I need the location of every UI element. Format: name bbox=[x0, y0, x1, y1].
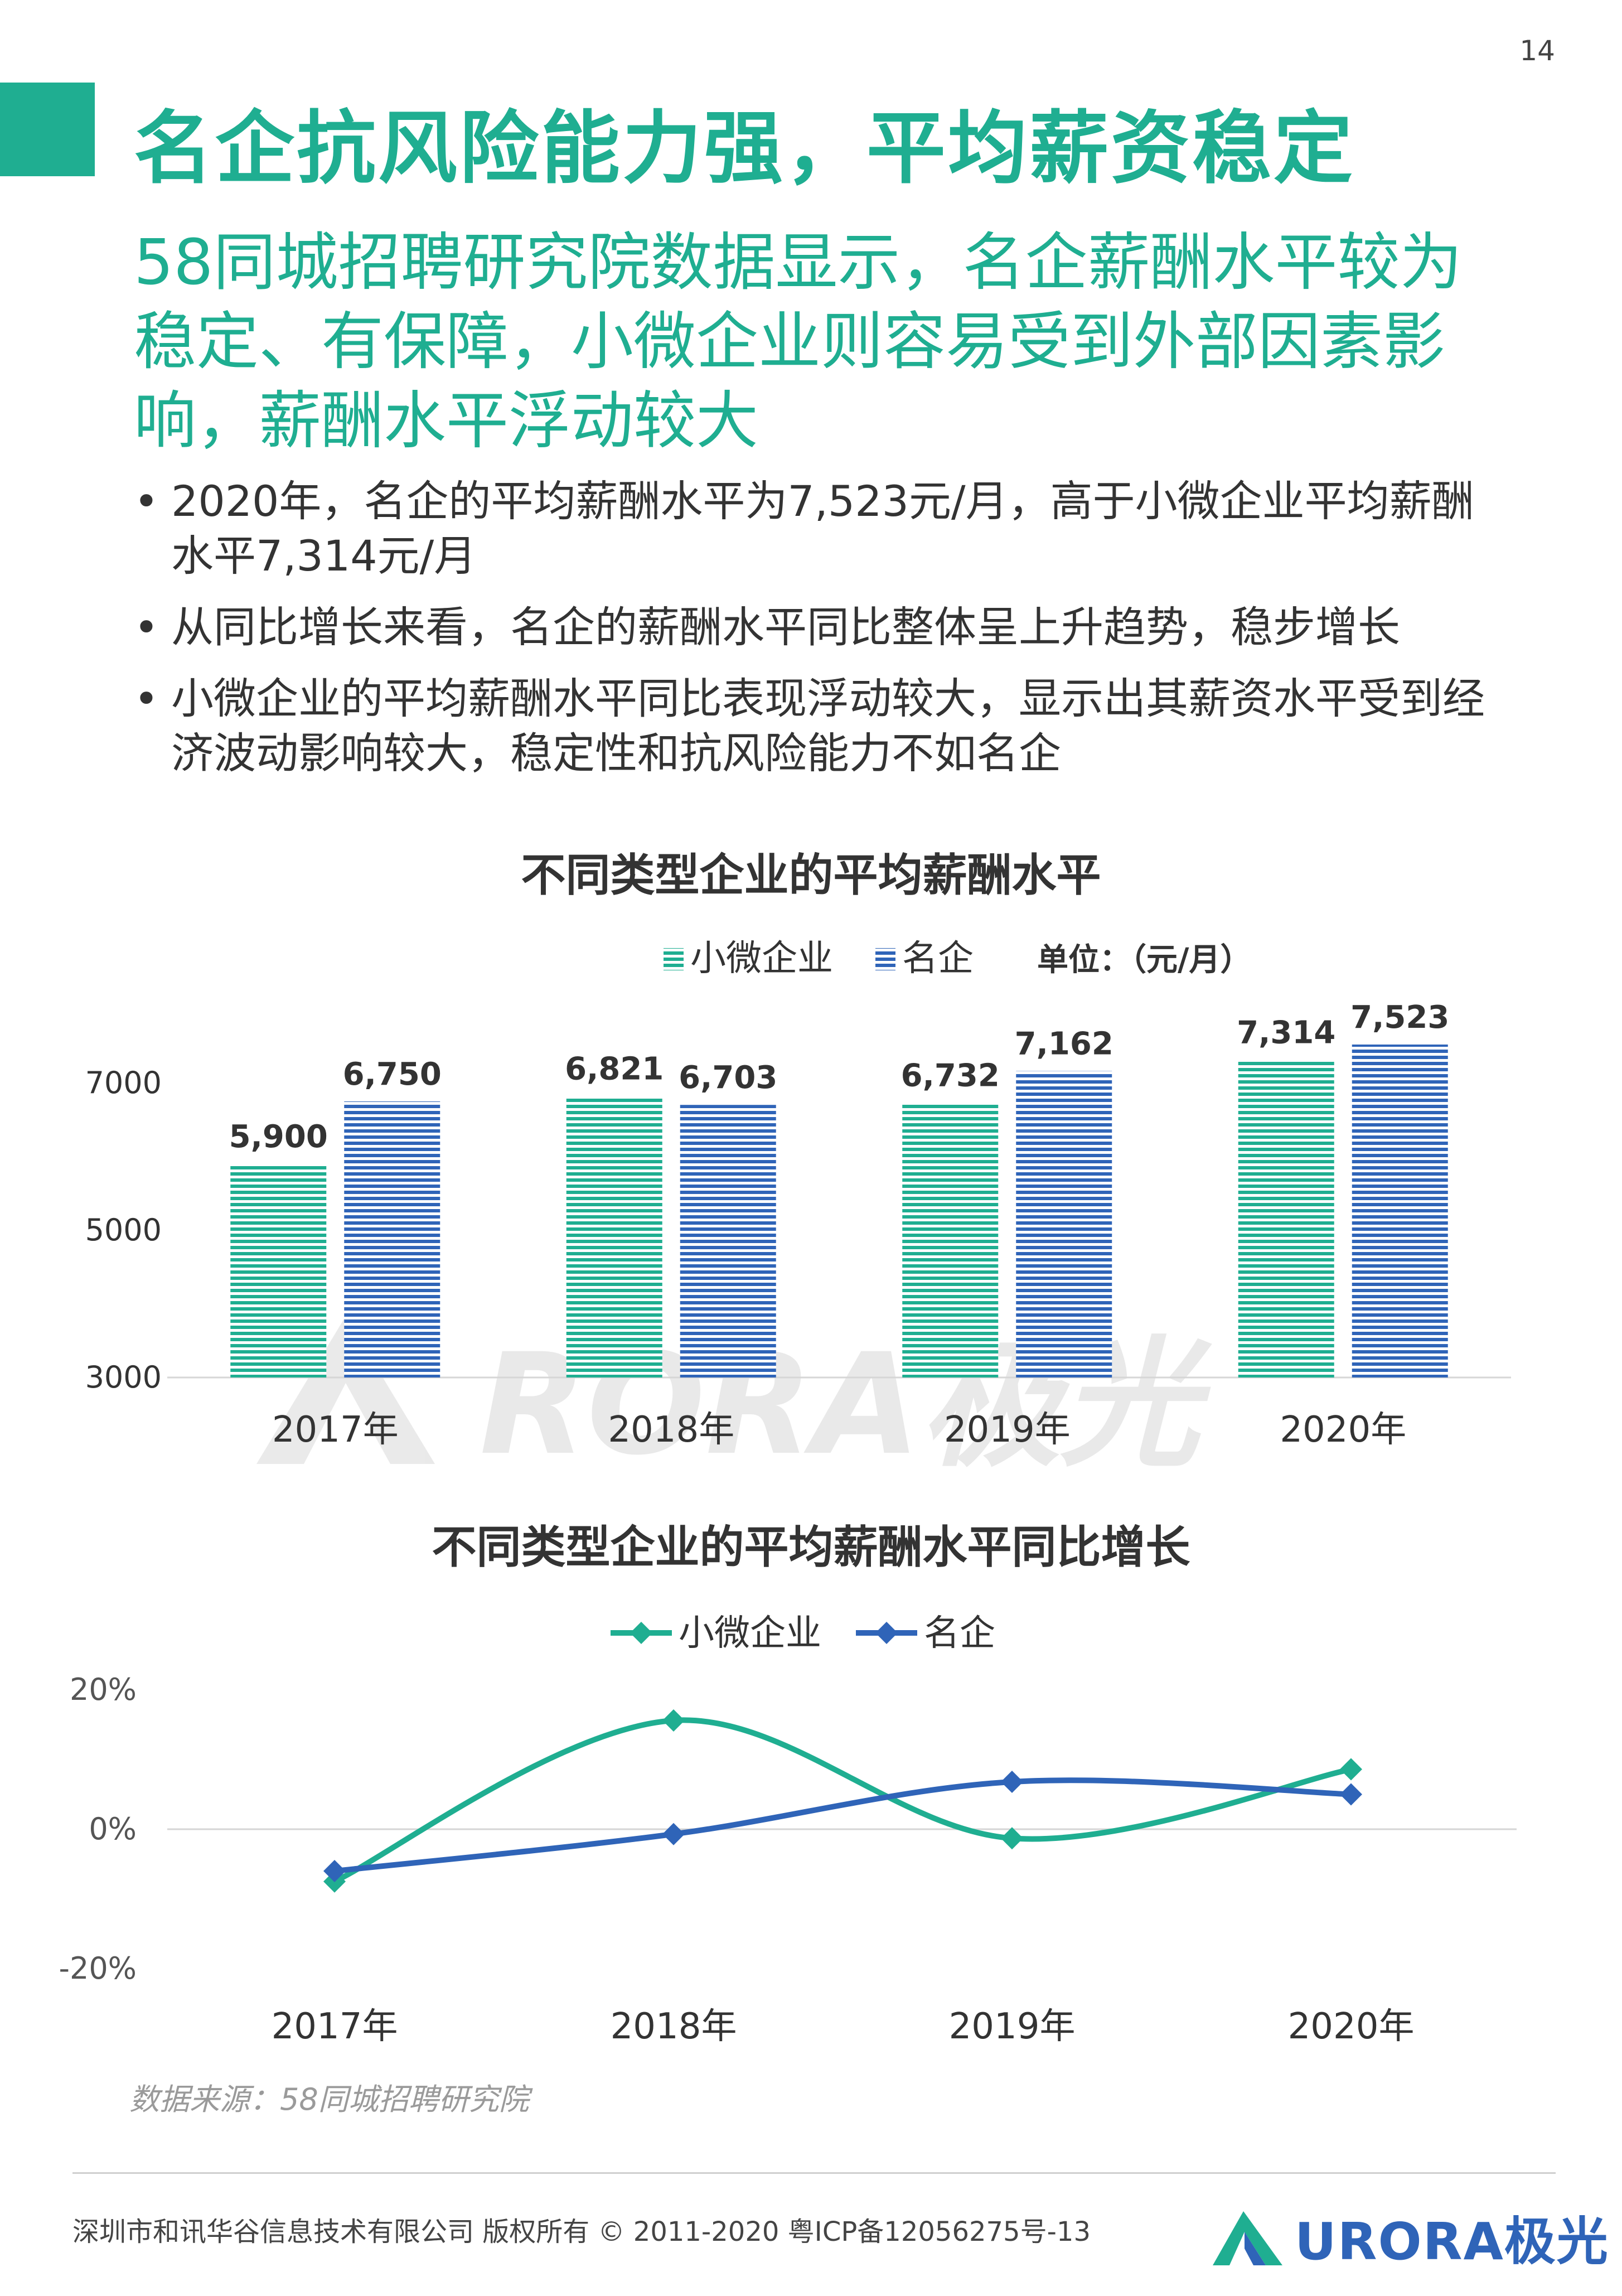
line-chart-marks bbox=[323, 1709, 1362, 1893]
y-tick-label: 0% bbox=[89, 1811, 137, 1847]
line-chart-legend: 小微企业 名企 bbox=[611, 1613, 995, 1654]
y-tick-label: 5000 bbox=[85, 1212, 162, 1248]
title-accent-bar bbox=[0, 83, 95, 176]
copyright-text: 深圳市和讯华谷信息技术有限公司 版权所有 © 2011-2020 粤ICP备12… bbox=[72, 2216, 1091, 2247]
logo-text: URORA极光 bbox=[1295, 2212, 1609, 2271]
bar bbox=[1352, 1044, 1448, 1377]
x-tick-label: 2019年 bbox=[949, 2006, 1076, 2047]
legend-marker bbox=[875, 1622, 898, 1644]
data-point bbox=[1340, 1758, 1362, 1781]
y-tick-label: 3000 bbox=[85, 1360, 162, 1395]
bullet-item: 小微企业的平均薪酬水平同比表现浮动较大，显示出其薪资水平受到经济波动影响较大，稳… bbox=[129, 671, 1495, 781]
bar bbox=[1016, 1071, 1112, 1377]
data-point bbox=[1001, 1827, 1023, 1850]
data-point bbox=[662, 1709, 685, 1732]
bar bbox=[1238, 1060, 1334, 1377]
bar-value-label: 6,703 bbox=[679, 1060, 777, 1096]
bar bbox=[566, 1096, 662, 1377]
bar-value-label: 6,732 bbox=[901, 1057, 1000, 1094]
bar-value-label: 7,523 bbox=[1350, 999, 1449, 1036]
series-line bbox=[333, 1717, 1352, 1884]
bar-value-label: 7,162 bbox=[1015, 1026, 1113, 1062]
line-chart-title: 不同类型企业的平均薪酬水平同比增长 bbox=[432, 1521, 1190, 1573]
page-subtitle: 58同城招聘研究院数据显示，名企薪酬水平较为稳定、有保障，小微企业则容易受到外部… bbox=[134, 226, 1463, 457]
line-chart-axis: -20% 0% 20% 2017年 2018年 2019年 2020年 bbox=[59, 1672, 1517, 2047]
data-point bbox=[662, 1823, 685, 1845]
legend-swatch bbox=[875, 948, 895, 970]
bar-value-label: 7,314 bbox=[1237, 1015, 1335, 1051]
series-line bbox=[334, 1777, 1352, 1874]
x-tick-label: 2017年 bbox=[272, 1409, 399, 1451]
bar bbox=[680, 1105, 776, 1377]
x-tick-label: 2017年 bbox=[272, 2006, 398, 2047]
bar-chart-legend: 小微企业 名企 单位：（元/月） bbox=[664, 938, 1251, 979]
bullet-item: 从同比增长来看，名企的薪酬水平同比整体呈上升趋势，稳步增长 bbox=[129, 600, 1495, 655]
data-point bbox=[323, 1860, 346, 1882]
aurora-logo-icon bbox=[1213, 2211, 1282, 2265]
bar bbox=[902, 1103, 999, 1377]
legend-marker bbox=[630, 1622, 652, 1644]
legend-label: 名企 bbox=[902, 938, 974, 979]
bar bbox=[344, 1101, 440, 1377]
bar-chart-marks: 5,900 6,750 6,821 6,703 6,732 7,162 7,314 7,523 bbox=[229, 999, 1449, 1377]
y-tick-label: -20% bbox=[59, 1951, 137, 1986]
x-tick-label: 2019年 bbox=[944, 1409, 1071, 1451]
x-tick-label: 2020年 bbox=[1288, 2006, 1415, 2047]
x-tick-label: 2018年 bbox=[611, 2006, 737, 2047]
data-point bbox=[1340, 1783, 1362, 1806]
bar-value-label: 6,821 bbox=[565, 1051, 664, 1087]
bar-chart-title: 不同类型企业的平均薪酬水平 bbox=[521, 849, 1101, 901]
line-chart: 小微企业 名企 -20% 0% 20% 2017年 2018年 2019年 2020年 bbox=[59, 1613, 1517, 2047]
bar-chart-axis: 3000 5000 7000 2017年 2018年 2019年 2020年 bbox=[85, 1065, 1511, 1451]
bar bbox=[230, 1164, 327, 1377]
bar-value-label: 6,750 bbox=[343, 1056, 442, 1093]
y-tick-label: 20% bbox=[70, 1672, 137, 1707]
x-tick-label: 2018年 bbox=[608, 1409, 734, 1451]
footer-logo: URORA极光 bbox=[1210, 2200, 1609, 2274]
legend-label: 名企 bbox=[924, 1613, 995, 1654]
footer-divider bbox=[72, 2172, 1556, 2174]
page-title: 名企抗风险能力强，平均薪资稳定 bbox=[134, 103, 1355, 195]
x-tick-label: 2020年 bbox=[1280, 1409, 1406, 1451]
bullet-item: 2020年，名企的平均薪酬水平为7,523元/月，高于小微企业平均薪酬水平7,3… bbox=[129, 474, 1495, 583]
bullet-list: 2020年，名企的平均薪酬水平为7,523元/月，高于小微企业平均薪酬水平7,3… bbox=[129, 474, 1495, 797]
unit-label: 单位：（元/月） bbox=[1037, 942, 1251, 978]
legend-label: 小微企业 bbox=[690, 938, 833, 979]
data-source: 数据来源：58同城招聘研究院 bbox=[129, 2082, 529, 2117]
legend-swatch bbox=[664, 948, 684, 970]
page-number: 14 bbox=[1519, 35, 1555, 67]
bar-value-label: 5,900 bbox=[229, 1119, 328, 1155]
y-tick-label: 7000 bbox=[85, 1065, 162, 1100]
legend-label: 小微企业 bbox=[679, 1613, 821, 1654]
data-point bbox=[1001, 1771, 1023, 1793]
